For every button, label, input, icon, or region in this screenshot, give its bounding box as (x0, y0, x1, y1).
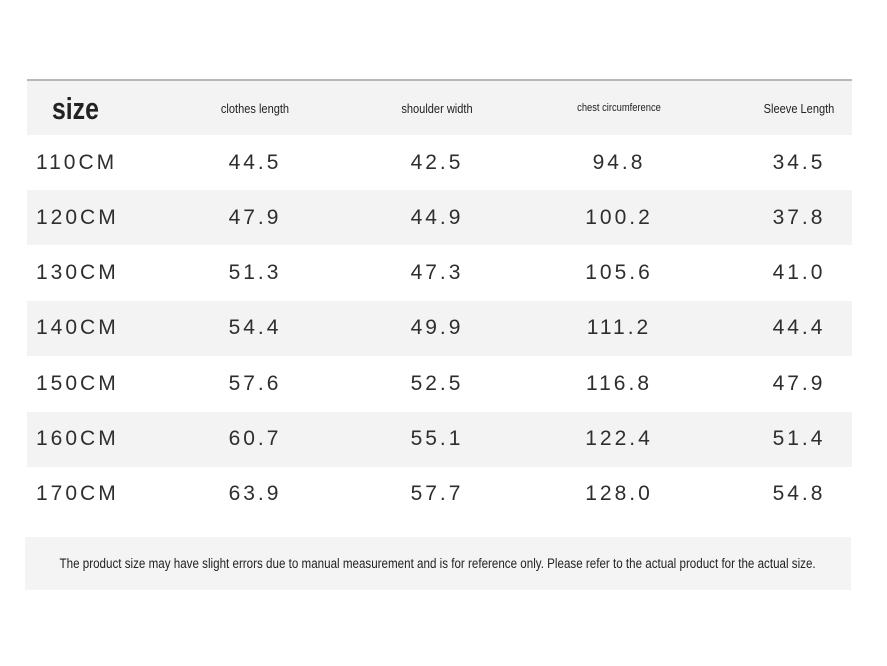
size-cell: 150CM (36, 371, 119, 395)
size-cell: 140CM (36, 316, 119, 340)
table-row: 120CM 47.9 44.9 100.2 37.8 (27, 190, 852, 246)
value-cell: 54.8 (772, 482, 826, 506)
header-cell: shoulder width (401, 100, 473, 116)
value-cell: 44.9 (410, 205, 464, 229)
note-box: The product size may have slight errors … (25, 537, 851, 590)
value-cell: 47.9 (228, 205, 282, 229)
value-cell: 51.4 (772, 427, 826, 450)
value-cell: 57.7 (410, 482, 464, 506)
value-cell: 105.6 (585, 261, 653, 285)
table-row: 110CM 44.5 42.5 94.8 34.5 (27, 135, 852, 190)
value-cell: 100.2 (585, 205, 653, 229)
value-cell: 42.5 (410, 150, 464, 174)
value-cell: 44.5 (228, 150, 282, 174)
header-row: size clothes length shoulder width chest ci… (27, 81, 852, 135)
value-cell: 51.3 (228, 261, 282, 285)
size-cell: 170CM (36, 482, 119, 506)
value-cell: 34.5 (772, 150, 826, 174)
value-cell: 54.4 (228, 316, 282, 340)
table-row: 140CM 54.4 49.9 111.2 44.4 (27, 300, 852, 356)
value-cell: 52.5 (410, 371, 464, 395)
value-cell: 63.9 (228, 482, 282, 506)
value-cell: 122.4 (585, 427, 653, 450)
note: The product size may have slight errors … (59, 556, 817, 571)
size-cell: 120CM (36, 205, 119, 229)
value-cell: 47.9 (772, 371, 826, 395)
header-cell: clothes length (220, 100, 290, 116)
header-cell: size (52, 90, 99, 126)
value-cell: 47.3 (410, 261, 464, 285)
value-cell: 60.7 (228, 427, 282, 450)
value-cell: 111.2 (586, 316, 652, 340)
table-row: 130CM 51.3 47.3 105.6 41.0 (27, 246, 852, 301)
table-row: 170CM 63.9 57.7 128.0 54.8 (27, 467, 852, 522)
table-border (27, 79, 852, 81)
header-cell: chest circumference (577, 102, 661, 114)
value-cell: 37.8 (772, 205, 826, 229)
value-cell: 128.0 (585, 482, 653, 506)
value-cell: 41.0 (772, 261, 826, 285)
size-cell: 130CM (36, 261, 119, 285)
value-cell: 94.8 (592, 150, 646, 174)
size-cell: 160CM (36, 427, 119, 450)
value-cell: 55.1 (410, 427, 464, 450)
table-row: 160CM 60.7 55.1 122.4 51.4 (27, 411, 852, 467)
value-cell: 57.6 (228, 371, 282, 395)
value-cell: 116.8 (586, 371, 652, 395)
table-row: 150CM 57.6 52.5 116.8 47.9 (27, 356, 852, 411)
value-cell: 49.9 (410, 316, 464, 340)
header-cell: Sleeve Length (763, 100, 835, 116)
size-cell: 110CM (36, 150, 118, 174)
value-cell: 44.4 (772, 316, 826, 340)
